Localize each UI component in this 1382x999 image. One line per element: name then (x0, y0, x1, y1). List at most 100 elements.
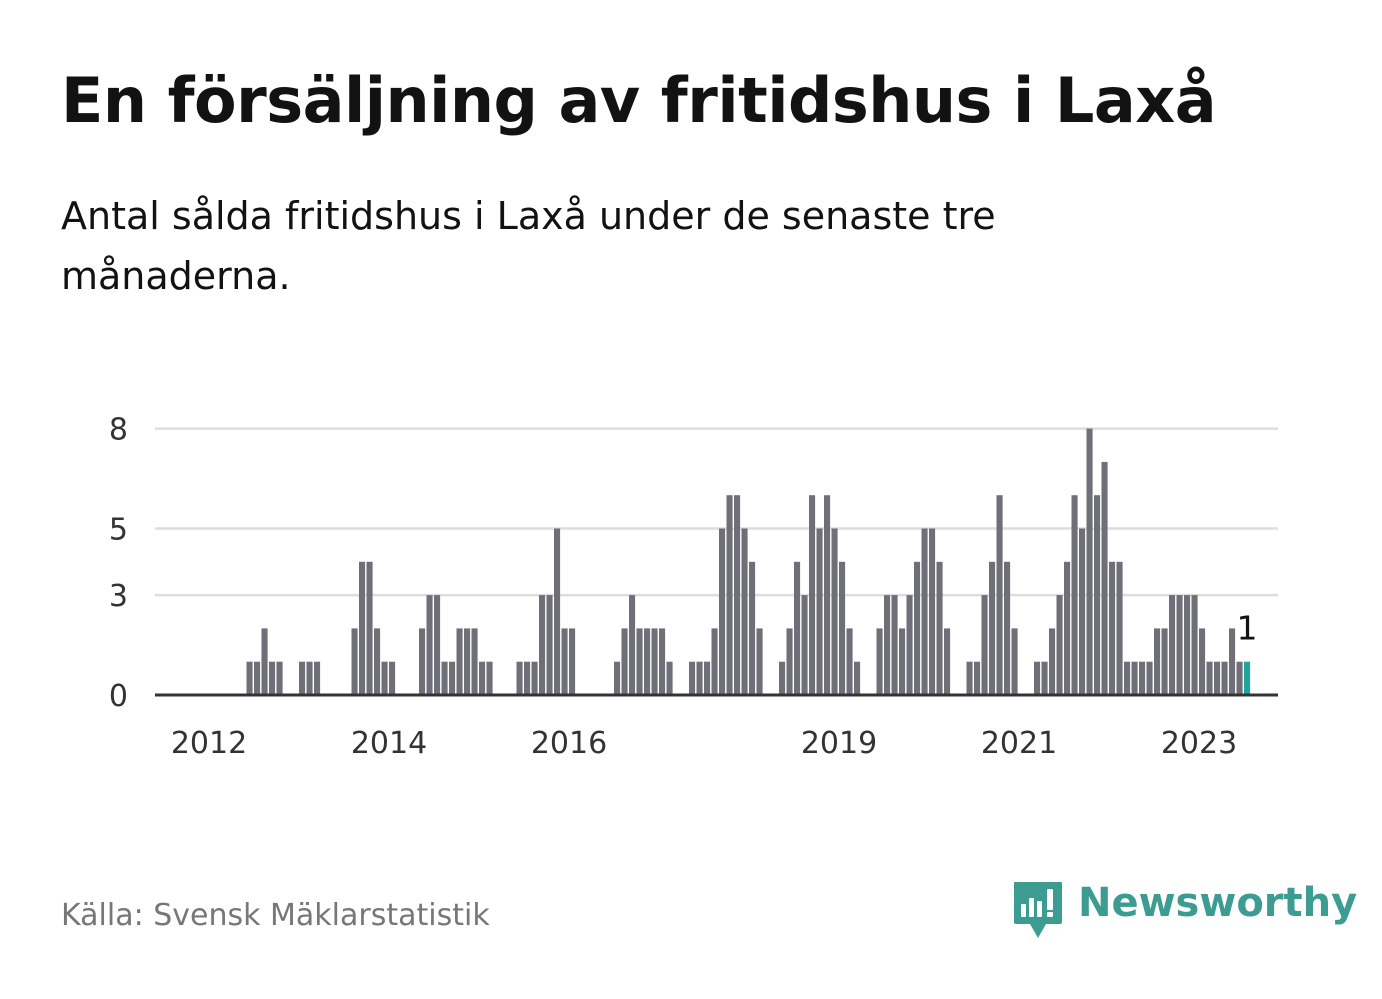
y-tick-label: 5 (109, 513, 128, 548)
bar (824, 495, 831, 695)
bar (269, 661, 276, 695)
bar (1034, 661, 1041, 695)
bar (1184, 595, 1191, 695)
x-tick-label: 2014 (351, 726, 427, 761)
bar (306, 661, 313, 695)
bar (1004, 561, 1011, 695)
bar (711, 628, 718, 695)
bar (1139, 661, 1146, 695)
bar (1169, 595, 1176, 695)
bar (1206, 661, 1213, 695)
bar (749, 561, 756, 695)
bar (929, 528, 936, 695)
bar (1236, 661, 1243, 695)
bar (884, 595, 891, 695)
bar (1101, 461, 1108, 695)
bar (1094, 495, 1101, 695)
bar (246, 661, 253, 695)
bar (449, 661, 456, 695)
bar (944, 628, 951, 695)
y-tick-label: 3 (109, 579, 128, 614)
bar (524, 661, 531, 695)
bars (156, 428, 1251, 695)
bar (936, 561, 943, 695)
bar (276, 661, 283, 695)
source-note: Källa: Svensk Mäklarstatistik (61, 898, 490, 933)
bar (629, 595, 636, 695)
bar (546, 595, 553, 695)
bar (1146, 661, 1153, 695)
bar (846, 628, 853, 695)
bar (1214, 661, 1221, 695)
bar (1064, 561, 1071, 695)
bar (359, 561, 366, 695)
bar (719, 528, 726, 695)
bar (366, 561, 373, 695)
bar (779, 661, 786, 695)
bar (1199, 628, 1206, 695)
bar (989, 561, 996, 695)
bar (794, 561, 801, 695)
bar (486, 661, 493, 695)
bar (1229, 628, 1236, 695)
bar-chart: 0 3 5 8 2012 2014 2016 2019 2021 2023 1 (109, 413, 1278, 761)
bar (921, 528, 928, 695)
x-tick-label: 2016 (531, 726, 607, 761)
y-tick-label: 8 (109, 413, 128, 448)
bar (314, 661, 321, 695)
bar-highlight (1244, 661, 1251, 695)
bar (351, 628, 358, 695)
bar (471, 628, 478, 695)
bar (426, 595, 433, 695)
bar (696, 661, 703, 695)
bar (816, 528, 823, 695)
bar (1011, 628, 1018, 695)
bar (734, 495, 741, 695)
bar (254, 661, 261, 695)
bar (614, 661, 621, 695)
chart-title: En försäljning av fritidshus i Laxå (61, 64, 1217, 137)
bar (1191, 595, 1198, 695)
bar (756, 628, 763, 695)
bar (906, 595, 913, 695)
bar (899, 628, 906, 695)
bar (1056, 595, 1063, 695)
bar (389, 661, 396, 695)
bar (876, 628, 883, 695)
y-axis-ticks: 0 3 5 8 (109, 413, 128, 714)
bar (981, 595, 988, 695)
bar (666, 661, 673, 695)
x-tick-label: 2023 (1161, 726, 1237, 761)
chart-subtitle: Antal sålda fritidshus i Laxå under de s… (61, 194, 996, 298)
bar (839, 561, 846, 695)
bar (1176, 595, 1183, 695)
bar (1109, 561, 1116, 695)
bar (1131, 661, 1138, 695)
bar (659, 628, 666, 695)
bar (741, 528, 748, 695)
bar (1116, 561, 1123, 695)
bar (464, 628, 471, 695)
brand-name: Newsworthy (1078, 880, 1358, 926)
bar (1071, 495, 1078, 695)
bar (569, 628, 576, 695)
bar (374, 628, 381, 695)
bar (456, 628, 463, 695)
bar (299, 661, 306, 695)
bar (966, 661, 973, 695)
bar (1049, 628, 1056, 695)
bar (689, 661, 696, 695)
x-tick-label: 2012 (171, 726, 247, 761)
bar (1124, 661, 1131, 695)
bar (539, 595, 546, 695)
bar (891, 595, 898, 695)
bar (434, 595, 441, 695)
bar (1079, 528, 1086, 695)
bar (1041, 661, 1048, 695)
bar (554, 528, 561, 695)
bar (479, 661, 486, 695)
bar (261, 628, 268, 695)
bar (381, 661, 388, 695)
bar (1161, 628, 1168, 695)
bar (1221, 661, 1228, 695)
